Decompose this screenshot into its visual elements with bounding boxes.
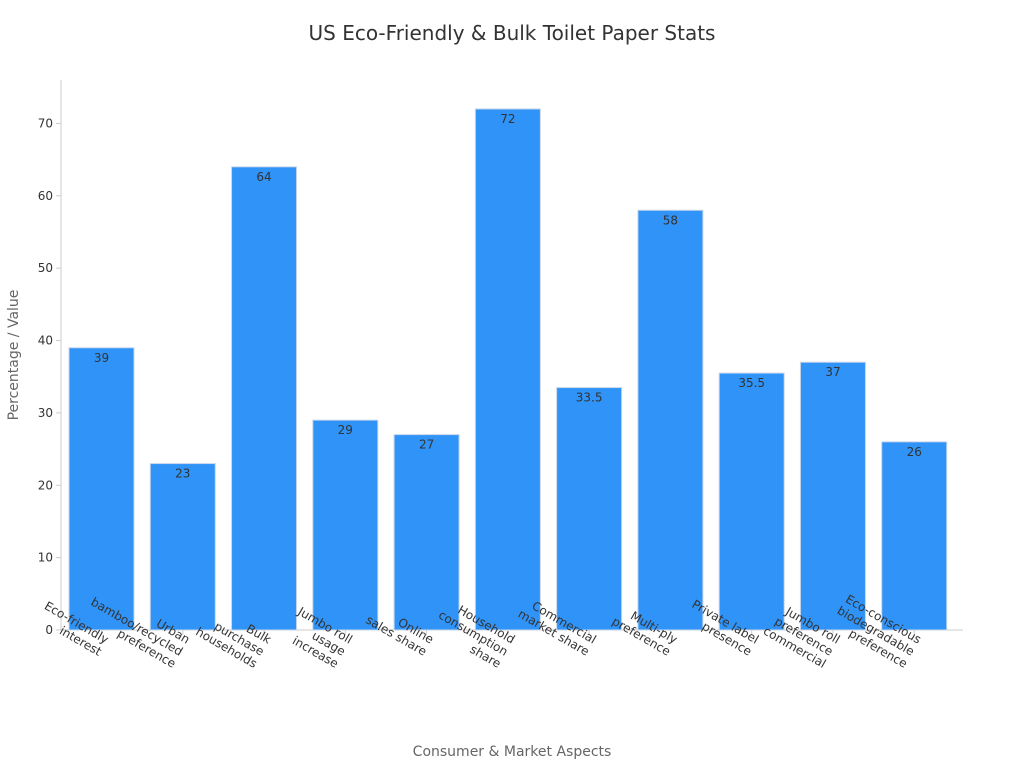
bar bbox=[231, 166, 298, 631]
y-axis-label: Percentage / Value bbox=[6, 290, 22, 421]
bar bbox=[393, 434, 460, 631]
bar bbox=[637, 209, 704, 631]
data-label: 33.5 bbox=[576, 391, 603, 405]
bar bbox=[556, 387, 623, 631]
bar bbox=[149, 463, 216, 631]
bar bbox=[799, 361, 866, 631]
y-tick-label: 40 bbox=[38, 334, 53, 348]
data-label: 64 bbox=[256, 170, 271, 184]
bar bbox=[718, 372, 785, 631]
y-tick-label: 50 bbox=[38, 261, 53, 275]
data-label: 72 bbox=[500, 112, 515, 126]
data-label: 26 bbox=[907, 445, 922, 459]
bar bbox=[474, 108, 541, 631]
data-label: 23 bbox=[175, 467, 190, 481]
data-label: 29 bbox=[338, 423, 353, 437]
y-tick-label: 20 bbox=[38, 478, 53, 492]
y-tick-label: 60 bbox=[38, 189, 53, 203]
bar bbox=[881, 441, 948, 631]
bars bbox=[68, 108, 948, 631]
data-label: 37 bbox=[825, 365, 840, 379]
bar bbox=[68, 347, 135, 631]
y-tick-label: 30 bbox=[38, 406, 53, 420]
bar bbox=[312, 419, 379, 631]
x-axis-label: Consumer & Market Aspects bbox=[413, 744, 612, 760]
chart-title: US Eco-Friendly & Bulk Toilet Paper Stat… bbox=[309, 21, 716, 45]
data-label: 39 bbox=[94, 351, 109, 365]
data-label: 35.5 bbox=[738, 376, 765, 390]
y-tick-label: 70 bbox=[38, 116, 53, 130]
data-label: 27 bbox=[419, 438, 434, 452]
data-label: 58 bbox=[663, 213, 678, 227]
y-tick-label: 10 bbox=[38, 551, 53, 565]
y-tick-label: 0 bbox=[45, 623, 53, 637]
